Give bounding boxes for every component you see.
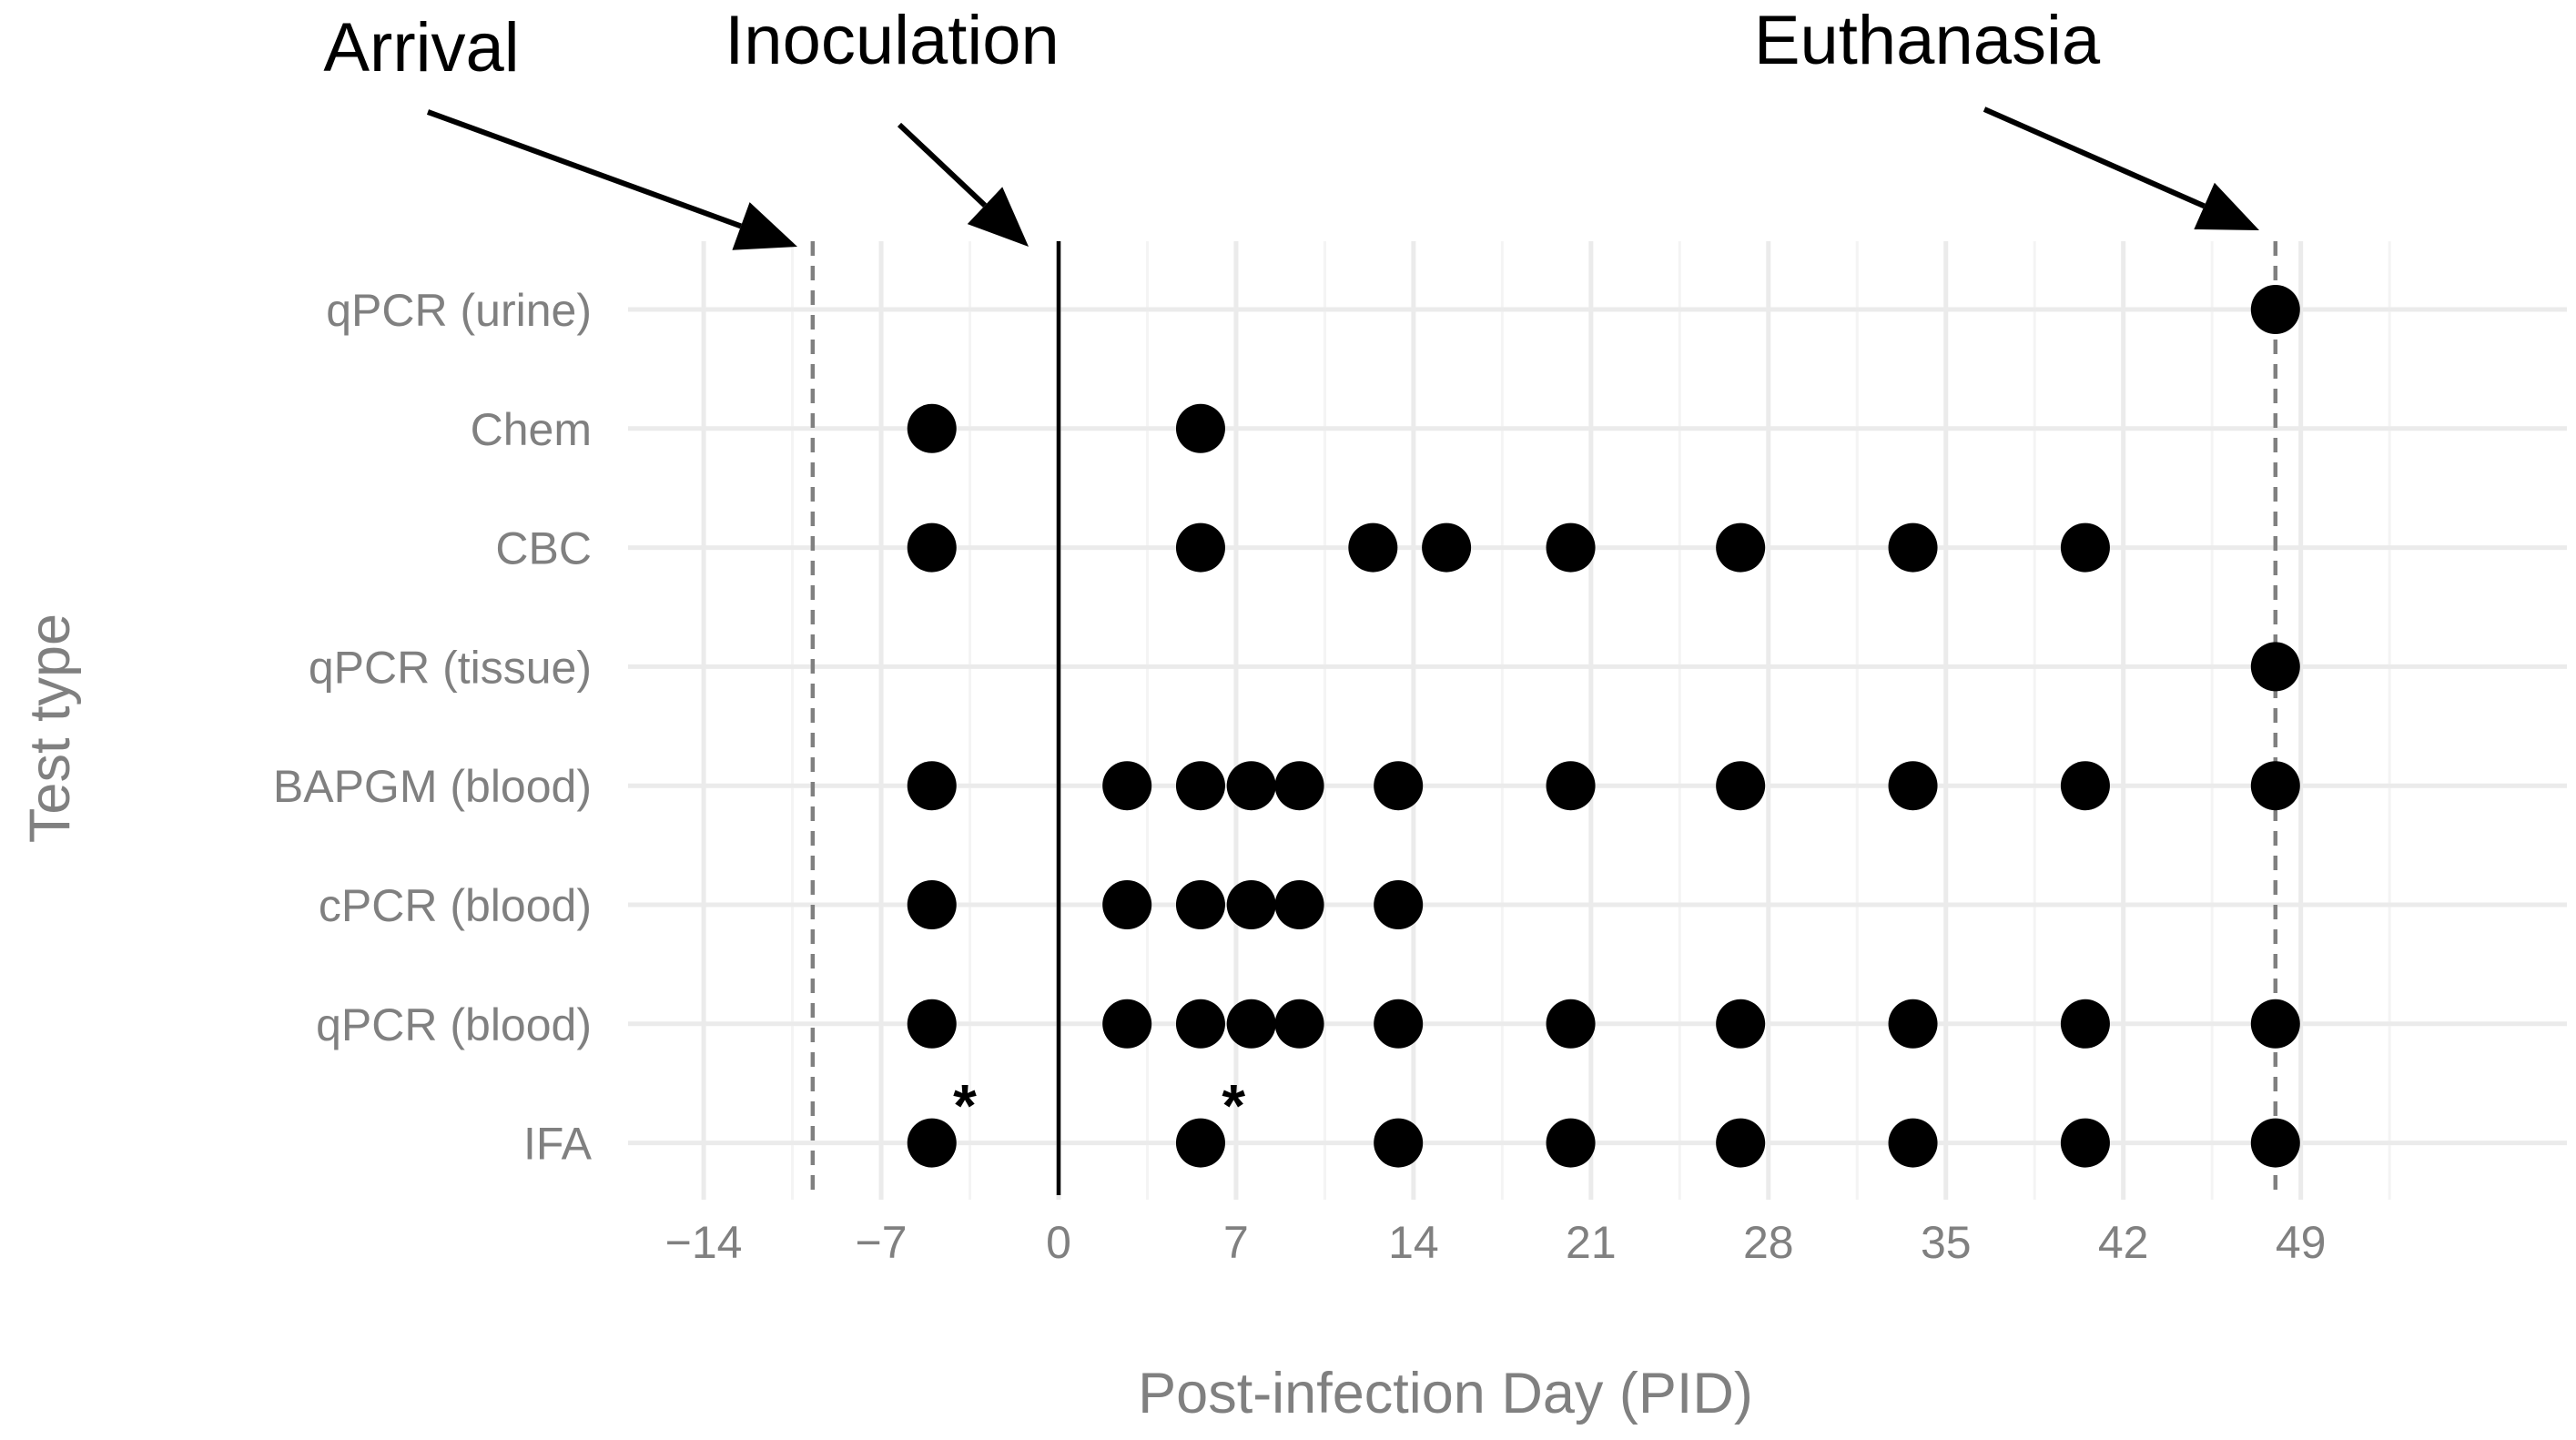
event-arrow-arrival	[426, 109, 743, 229]
x-axis-title: Post-infection Day (PID)	[1138, 1362, 1753, 1425]
y-tick-label-qpcr-tissue: qPCR (tissue)	[309, 642, 592, 693]
point-cbc	[907, 522, 957, 573]
point-qpcr-blood	[1274, 999, 1324, 1049]
x-tick-label: 21	[1566, 1217, 1617, 1268]
point-cpcr-blood	[907, 880, 957, 929]
annotations: * *	[953, 1072, 1245, 1140]
point-cpcr-blood	[1175, 880, 1225, 929]
point-qpcr-tissue	[2250, 642, 2300, 692]
significance-asterisk: *	[1222, 1072, 1245, 1140]
point-bapgm-blood	[1102, 761, 1152, 811]
event-arrow-inoculation	[897, 122, 988, 208]
event-arrowhead-arrival	[732, 202, 797, 250]
point-ifa	[1888, 1118, 1938, 1168]
point-ifa	[907, 1118, 957, 1168]
y-axis-title: Test type	[18, 614, 82, 843]
point-chem	[907, 403, 957, 453]
point-chem	[1175, 403, 1225, 453]
x-tick-label: 7	[1223, 1217, 1249, 1268]
y-tick-label-qpcr-blood: qPCR (blood)	[316, 999, 592, 1050]
y-tick-label-cpcr-blood: cPCR (blood)	[319, 880, 592, 931]
point-bapgm-blood	[1374, 761, 1424, 811]
point-qpcr-blood	[1716, 999, 1766, 1049]
event-labels: Arrival Inoculation Euthanasia	[323, 2, 2259, 250]
point-cbc	[2060, 522, 2110, 573]
y-tick-label-qpcr-urine: qPCR (urine)	[326, 285, 592, 336]
x-tick-label: −7	[856, 1217, 908, 1268]
event-label-euthanasia: Euthanasia	[1754, 2, 2101, 79]
point-cbc	[1422, 522, 1472, 573]
x-tick-label: 14	[1388, 1217, 1439, 1268]
point-bapgm-blood	[1175, 761, 1225, 811]
point-qpcr-blood	[1888, 999, 1938, 1049]
point-cpcr-blood	[1374, 880, 1424, 929]
point-qpcr-blood	[907, 999, 957, 1049]
point-cbc	[1175, 522, 1225, 573]
point-ifa	[1374, 1118, 1424, 1168]
event-lines	[810, 241, 2278, 1195]
point-cpcr-blood	[1274, 880, 1324, 929]
event-label-arrival: Arrival	[323, 9, 519, 86]
point-bapgm-blood	[2060, 761, 2110, 811]
y-tick-label-ifa: IFA	[523, 1119, 593, 1170]
point-ifa	[2060, 1118, 2110, 1168]
point-cbc	[1888, 522, 1938, 573]
point-cpcr-blood	[1102, 880, 1152, 929]
point-qpcr-blood	[1102, 999, 1152, 1049]
point-ifa	[1716, 1118, 1766, 1168]
x-tick-label: 28	[1743, 1217, 1794, 1268]
significance-asterisk: *	[953, 1072, 977, 1140]
point-bapgm-blood	[1716, 761, 1766, 811]
point-qpcr-blood	[1546, 999, 1596, 1049]
event-arrowhead-inoculation	[967, 187, 1029, 247]
point-ifa	[2250, 1118, 2300, 1168]
x-tick-label: 49	[2276, 1217, 2327, 1268]
event-arrow-euthanasia	[1983, 106, 2206, 209]
point-bapgm-blood	[1888, 761, 1938, 811]
y-tick-label-chem: Chem	[471, 404, 592, 455]
y-tick-label-bapgm-blood: BAPGM (blood)	[273, 761, 592, 812]
x-tick-labels: −14 −7 0 7 14 21 28 35 42 49	[665, 1217, 2327, 1268]
x-tick-label: 42	[2098, 1217, 2149, 1268]
point-bapgm-blood	[1546, 761, 1596, 811]
point-ifa	[1175, 1118, 1225, 1168]
data-points	[907, 285, 2300, 1168]
point-qpcr-blood	[2060, 999, 2110, 1049]
point-cpcr-blood	[1226, 880, 1276, 929]
point-qpcr-blood	[1226, 999, 1276, 1049]
x-tick-label: −14	[665, 1217, 743, 1268]
x-tick-label: 0	[1046, 1217, 1071, 1268]
point-qpcr-blood	[1374, 999, 1424, 1049]
point-bapgm-blood	[907, 761, 957, 811]
point-bapgm-blood	[1226, 761, 1276, 811]
point-ifa	[1546, 1118, 1596, 1168]
x-tick-label: 35	[1921, 1217, 1972, 1268]
point-qpcr-urine	[2250, 285, 2300, 334]
point-bapgm-blood	[2250, 761, 2300, 811]
event-label-inoculation: Inoculation	[725, 2, 1060, 79]
y-tick-labels: qPCR (urine) Chem CBC qPCR (tissue) BAPGM (b…	[273, 285, 593, 1170]
event-arrowhead-euthanasia	[2194, 182, 2259, 230]
point-qpcr-blood	[2250, 999, 2300, 1049]
point-bapgm-blood	[1274, 761, 1324, 811]
point-cbc	[1716, 522, 1766, 573]
y-tick-label-cbc: CBC	[495, 523, 592, 574]
point-cbc	[1348, 522, 1398, 573]
point-qpcr-blood	[1175, 999, 1225, 1049]
point-cbc	[1546, 522, 1596, 573]
